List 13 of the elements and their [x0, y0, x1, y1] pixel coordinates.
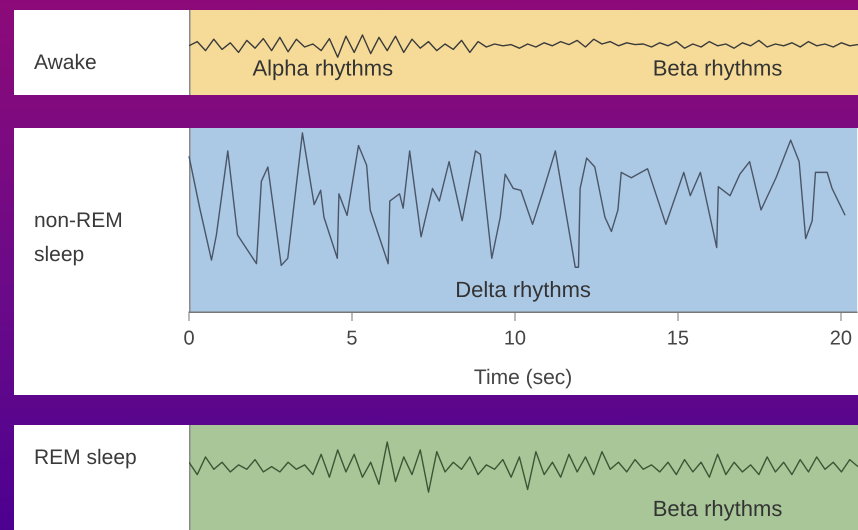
x-tick-label: 20: [830, 328, 852, 350]
x-tick-label: 0: [183, 328, 195, 350]
x-tick-label: 15: [666, 328, 690, 350]
x-tick-label: 5: [346, 328, 358, 350]
annotation: Beta rhythms: [652, 496, 782, 522]
annotation: Delta rhythms: [455, 276, 591, 302]
y-axis-title: Awake: [34, 50, 98, 76]
annotation: Beta rhythms: [652, 56, 782, 81]
x-axis-title: Time (sec): [474, 366, 572, 390]
x-tick-label: 10: [504, 328, 526, 350]
y-axis-title: REM sleep: [34, 445, 138, 471]
annotation: Alpha rhythms: [252, 56, 394, 81]
y-axis-title: non-REM sleep: [34, 208, 124, 268]
